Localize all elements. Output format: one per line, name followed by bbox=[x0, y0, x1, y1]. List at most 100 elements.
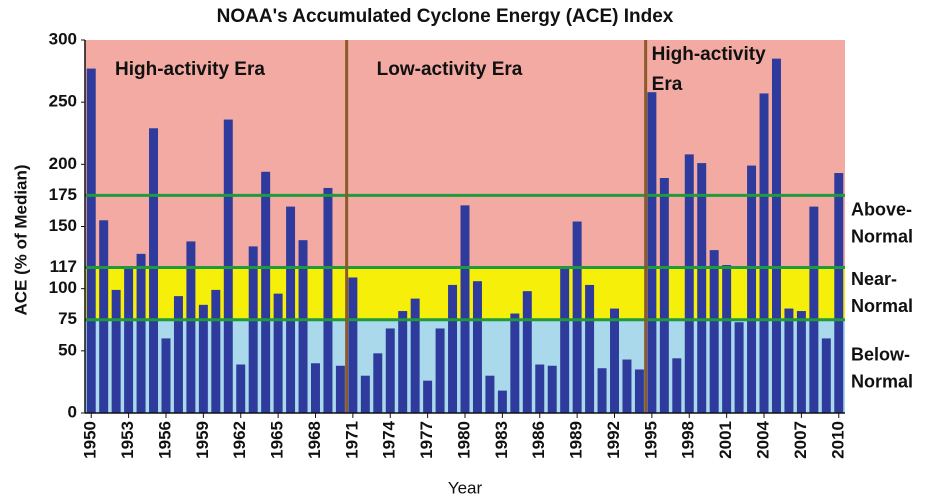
bar bbox=[149, 128, 159, 413]
bar bbox=[522, 291, 532, 413]
bar bbox=[348, 277, 358, 413]
y-tick-label: 200 bbox=[49, 154, 77, 173]
threshold-label: 175 bbox=[49, 185, 77, 204]
bar bbox=[124, 266, 134, 413]
bar bbox=[460, 205, 470, 413]
bar bbox=[448, 284, 458, 413]
x-tick-label: 2001 bbox=[716, 421, 735, 459]
x-tick-label: 2004 bbox=[754, 420, 773, 458]
x-tick-label: 1980 bbox=[454, 421, 473, 459]
bar bbox=[585, 284, 595, 413]
bar bbox=[273, 293, 283, 413]
x-axis-label: Year bbox=[448, 478, 483, 497]
bar bbox=[809, 206, 819, 413]
x-tick-label: 1968 bbox=[305, 421, 324, 459]
y-tick-label: 100 bbox=[49, 278, 77, 297]
bar bbox=[99, 220, 109, 413]
x-tick-label: 1974 bbox=[380, 420, 399, 458]
bar bbox=[535, 364, 545, 413]
bar bbox=[323, 187, 333, 413]
bar bbox=[111, 289, 121, 413]
bar bbox=[821, 338, 831, 413]
x-tick-label: 1995 bbox=[641, 421, 660, 459]
bar bbox=[734, 322, 744, 413]
bar bbox=[622, 359, 632, 413]
bar bbox=[510, 313, 520, 413]
bar bbox=[560, 267, 570, 413]
bar bbox=[385, 328, 395, 413]
bar bbox=[211, 289, 221, 413]
x-tick-label: 1965 bbox=[268, 421, 287, 459]
x-tick-label: 2007 bbox=[791, 421, 810, 459]
x-tick-label: 1953 bbox=[118, 421, 137, 459]
x-tick-label: 2010 bbox=[828, 421, 847, 459]
bar bbox=[373, 353, 383, 413]
bar bbox=[435, 328, 445, 413]
y-tick-label: 250 bbox=[49, 92, 77, 111]
band-label: Near- bbox=[851, 269, 897, 289]
bar bbox=[610, 308, 619, 413]
y-tick-label: 0 bbox=[68, 402, 77, 421]
threshold-label: 75 bbox=[58, 309, 77, 328]
threshold-label: 117 bbox=[50, 257, 77, 276]
x-tick-label: 1977 bbox=[417, 421, 436, 459]
era-label: Low-activity Era bbox=[377, 59, 523, 80]
band-label: Normal bbox=[851, 296, 913, 316]
bar bbox=[173, 296, 183, 413]
chart-title: NOAA's Accumulated Cyclone Energy (ACE) … bbox=[217, 6, 674, 27]
x-tick-label: 1983 bbox=[492, 421, 511, 459]
bar bbox=[236, 364, 246, 413]
bar bbox=[136, 253, 146, 413]
bar bbox=[161, 338, 171, 413]
bar bbox=[261, 171, 271, 413]
band-label: Above- bbox=[851, 199, 912, 219]
bar bbox=[398, 311, 408, 413]
bar bbox=[634, 369, 644, 413]
bar bbox=[497, 390, 507, 413]
x-tick-label: 1959 bbox=[193, 421, 212, 459]
x-tick-label: 1992 bbox=[604, 421, 623, 459]
era-label: High-activity bbox=[652, 44, 766, 65]
bar bbox=[335, 365, 345, 413]
y-tick-label: 150 bbox=[49, 216, 77, 235]
x-tick-label: 1962 bbox=[230, 421, 249, 459]
bar bbox=[86, 68, 96, 413]
bar bbox=[659, 178, 669, 413]
x-tick-label: 1989 bbox=[567, 421, 586, 459]
bar bbox=[360, 375, 370, 413]
band-label: Normal bbox=[851, 226, 913, 246]
bar bbox=[547, 365, 557, 413]
bar bbox=[485, 375, 495, 413]
bar bbox=[286, 206, 296, 413]
bar bbox=[796, 311, 806, 413]
bar bbox=[697, 163, 707, 413]
x-tick-label: 1950 bbox=[81, 421, 100, 459]
bar bbox=[684, 154, 694, 414]
bar bbox=[722, 265, 732, 413]
x-tick-label: 1956 bbox=[155, 421, 174, 459]
bar bbox=[597, 368, 607, 413]
band-label: Below- bbox=[851, 345, 910, 365]
bar bbox=[709, 250, 719, 413]
bar bbox=[311, 363, 320, 413]
x-tick-label: 1971 bbox=[342, 421, 361, 459]
bar bbox=[784, 308, 794, 413]
bar bbox=[747, 165, 757, 413]
era-label: High-activity Era bbox=[115, 59, 265, 80]
band-label: Normal bbox=[851, 372, 913, 392]
y-tick-label: 50 bbox=[58, 340, 77, 359]
bar bbox=[572, 221, 582, 413]
bar bbox=[198, 304, 208, 413]
bar bbox=[647, 92, 657, 413]
bar bbox=[423, 380, 433, 413]
bar bbox=[472, 281, 482, 413]
bar bbox=[771, 58, 781, 414]
bar bbox=[759, 93, 769, 414]
y-axis-label: ACE (% of Median) bbox=[11, 164, 30, 315]
bar bbox=[834, 173, 844, 413]
bar bbox=[672, 358, 682, 413]
bar bbox=[248, 246, 258, 413]
bar bbox=[186, 241, 196, 413]
era-label: Era bbox=[652, 74, 683, 95]
